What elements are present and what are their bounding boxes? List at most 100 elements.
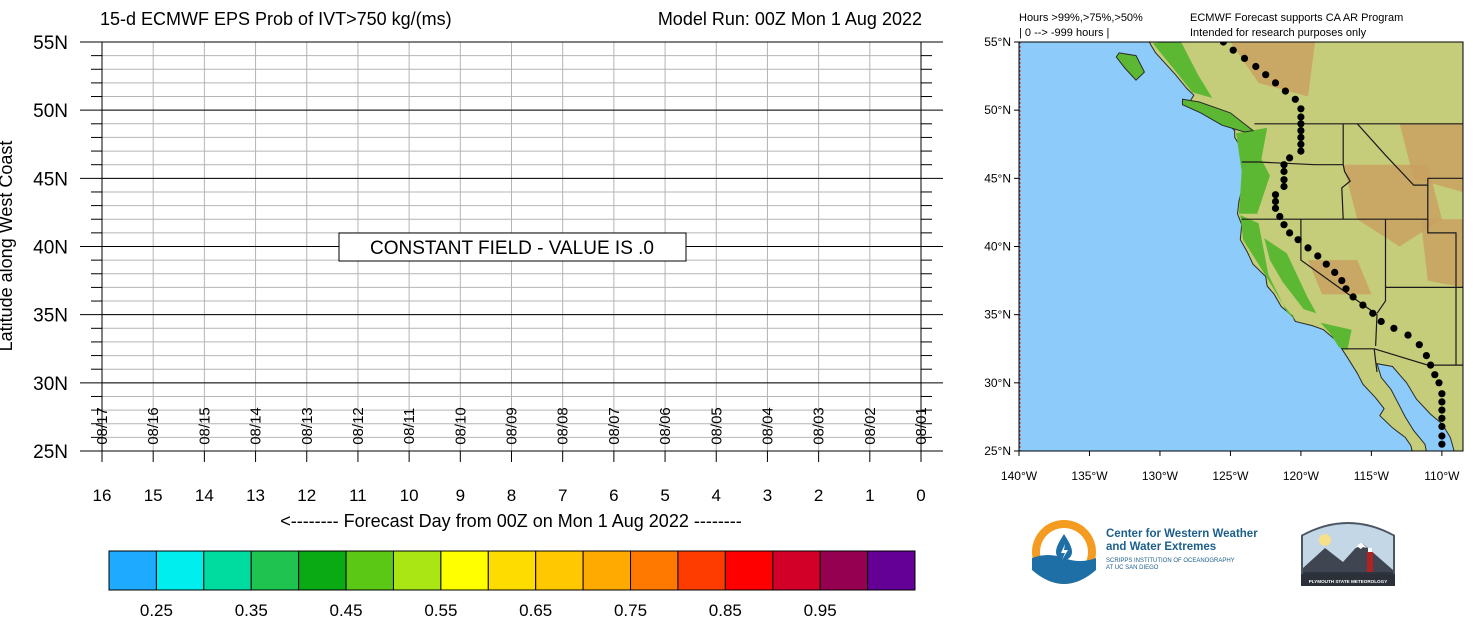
x-tick-label: 5 <box>660 486 669 505</box>
transect-point <box>1286 229 1294 237</box>
colorbar-label: 0.35 <box>235 601 268 620</box>
map-layers <box>1019 42 1463 451</box>
transect-point <box>1291 95 1299 103</box>
annotation-text: CONSTANT FIELD - VALUE IS .0 <box>370 238 654 259</box>
vancouver-island <box>1182 98 1255 133</box>
highland <box>1399 123 1463 192</box>
state-border <box>1341 348 1463 366</box>
colorbar-swatch <box>582 550 632 591</box>
map-lat-label: 55°N <box>984 35 1011 49</box>
transect-point <box>1415 341 1423 349</box>
colorbar-swatch <box>535 550 584 591</box>
transect-point <box>1271 191 1280 199</box>
map-lon-label: 130°W <box>1142 469 1179 483</box>
y-tick-label: 40N <box>33 238 68 259</box>
colorbar-swatch <box>487 550 537 591</box>
lowland <box>1152 42 1213 98</box>
colorbar-swatch <box>345 550 394 591</box>
cw3e-subtitle-line-1: SCRIPPS INSTITUTION OF OCEANOGRAPHY <box>1106 558 1235 564</box>
colorbar-label: 0.45 <box>330 601 363 620</box>
cw3e-title: Center for Western Weather and Water Ext… <box>1106 528 1258 554</box>
colorbar-swatch <box>155 550 205 591</box>
state-border <box>1376 219 1387 314</box>
transect-point <box>1297 133 1305 141</box>
x-tick-label: 7 <box>558 486 567 505</box>
transect-point <box>1281 87 1289 95</box>
psu-emblem-icon: PLYMOUTH STATE METEOROLOGY <box>1301 522 1395 586</box>
date-label: 08/06 <box>657 407 674 445</box>
y-tick-label: 25N <box>33 442 68 463</box>
map-lat-label: 40°N <box>984 240 1011 254</box>
x-tick-label: 8 <box>507 486 516 505</box>
date-labels: 08/17 08/16 08/15 08/14 08/13 08/12 08/11 08/10… <box>94 407 930 445</box>
transect-point <box>1435 379 1443 387</box>
date-label: 08/10 <box>452 407 469 445</box>
state-border <box>1341 123 1351 220</box>
transect-point <box>1438 432 1446 440</box>
y-tick-label: 50N <box>33 101 68 122</box>
colorbar-swatch <box>203 550 252 591</box>
transect-point <box>1297 105 1305 113</box>
transect-point <box>1322 260 1330 268</box>
map-lon-label: 125°W <box>1212 469 1249 483</box>
transect-point <box>1294 236 1302 244</box>
cw3e-emblem-icon <box>1032 520 1096 584</box>
state-border <box>1373 348 1378 372</box>
psu-meteorology-logo: PLYMOUTH STATE METEOROLOGY <box>1295 518 1401 590</box>
transect-point <box>1280 176 1288 184</box>
date-label: 08/16 <box>145 407 162 445</box>
transect-point <box>1438 406 1446 414</box>
lowland <box>1240 215 1297 322</box>
x-tick-label: 4 <box>712 486 721 505</box>
map-header-support: ECMWF Forecast supports CA AR Program <box>1190 12 1403 24</box>
model-run-label: Model Run: 00Z Mon 1 Aug 2022 <box>658 9 922 29</box>
x-tick-labels: 16 15 14 13 12 11 10 9 8 7 6 5 4 3 2 1 0 <box>93 451 926 505</box>
transect-point <box>1438 398 1446 406</box>
transect-point <box>1377 317 1385 326</box>
transect-point <box>1297 113 1305 121</box>
transect-point <box>1438 390 1446 398</box>
cw3e-subtitle-line-2: AT UC SAN DIEGO <box>1106 565 1159 571</box>
transect-point <box>1422 352 1430 360</box>
map-lat-label: 50°N <box>984 103 1011 117</box>
transect-point <box>1338 277 1346 285</box>
transect-point <box>1240 54 1249 63</box>
y-tick-label: 30N <box>33 374 68 395</box>
highland <box>1230 42 1315 97</box>
map-lon-label: 110°W <box>1424 469 1460 483</box>
lowland <box>1236 127 1270 214</box>
highland <box>1420 219 1463 288</box>
transect-point <box>1271 197 1280 206</box>
x-tick-label: 3 <box>763 486 772 505</box>
colorbar-label: 0.85 <box>709 601 742 620</box>
transect-point <box>1438 414 1446 422</box>
transect-point <box>1427 361 1435 369</box>
transect-point <box>1280 182 1288 191</box>
transect-point <box>1229 46 1237 54</box>
lowland <box>1264 238 1317 314</box>
haida-gwaii <box>1115 52 1146 81</box>
map-header-hours: Hours >99%,>75%,>50% <box>1019 12 1143 24</box>
transect-point <box>1271 79 1280 87</box>
transect-point <box>1271 204 1280 212</box>
x-axis-title: <-------- Forecast Day from 00Z on Mon 1… <box>280 511 742 531</box>
map-header-range: | 0 --> -999 hours | <box>1019 27 1109 39</box>
colorbar-label: 0.75 <box>614 601 647 620</box>
transect-point <box>1286 154 1294 162</box>
x-tick-label: 1 <box>865 486 874 505</box>
transect-point <box>1297 127 1305 135</box>
colorbar-swatch <box>298 550 347 591</box>
colorbar-label: 0.95 <box>804 601 837 620</box>
transect-point <box>1369 309 1377 317</box>
plot-frame <box>101 41 922 452</box>
transect-point <box>1262 71 1270 79</box>
date-label: 08/07 <box>606 407 623 445</box>
constant-field-annotation: CONSTANT FIELD - VALUE IS .0 <box>338 232 687 262</box>
date-label: 08/05 <box>708 407 725 445</box>
y-axis-title: Latitude along West Coast <box>0 141 16 352</box>
colorbar: 0.25 0.35 0.45 0.55 0.65 0.75 0.85 0.95 <box>108 550 916 620</box>
map-lon-label: 135°W <box>1071 469 1108 483</box>
transect-point <box>1314 252 1322 260</box>
